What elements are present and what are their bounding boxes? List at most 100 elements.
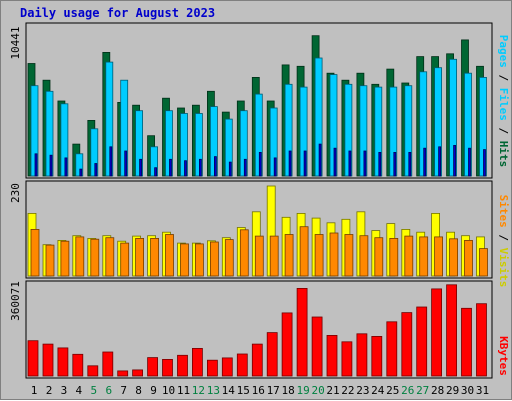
top-pages-bar-18 — [288, 150, 292, 177]
middle-legend: Sites / Visits — [497, 195, 510, 288]
mid-sites-bar-5 — [90, 238, 100, 277]
top-files-bar-31 — [479, 77, 487, 177]
mid-sites-bar-28 — [434, 236, 444, 277]
top-files-bar-19 — [299, 86, 308, 177]
bot-kbytes-bar-5 — [87, 365, 99, 377]
x-tick-label-22: 22 — [341, 384, 354, 397]
legend-sites: Sites — [497, 195, 510, 228]
top-pages-bar-4 — [79, 168, 83, 177]
x-tick-label-5: 5 — [90, 384, 97, 397]
middle-panel-bars — [27, 185, 488, 277]
top-files-bar-21 — [329, 74, 338, 177]
bot-kbytes-bar-21 — [326, 334, 338, 377]
mid-sites-bar-20 — [314, 234, 324, 277]
mid-sites-bar-9 — [150, 237, 160, 277]
x-tick-label-20: 20 — [311, 384, 324, 397]
bot-kbytes-bar-29 — [446, 284, 458, 377]
x-tick-label-30: 30 — [461, 384, 474, 397]
bottom-y-tick: 360071 — [9, 281, 22, 321]
top-files-bar-12 — [194, 113, 203, 177]
top-pages-bar-13 — [213, 156, 217, 177]
legend-hits: Hits — [497, 141, 510, 168]
chart-title: Daily usage for August 2023 — [20, 6, 215, 20]
top-files-bar-27 — [419, 71, 428, 177]
top-pages-bar-17 — [273, 157, 277, 177]
x-tick-label-27: 27 — [416, 384, 429, 397]
top-files-bar-10 — [165, 110, 173, 177]
top-files-bar-22 — [344, 83, 353, 177]
top-files-bar-7 — [120, 79, 129, 177]
bot-kbytes-bar-16 — [251, 343, 263, 377]
top-panel-bars — [27, 35, 487, 177]
mid-sites-bar-30 — [464, 239, 473, 277]
top-pages-bar-31 — [483, 149, 486, 177]
top-pages-bar-7 — [124, 150, 128, 177]
top-pages-bar-9 — [154, 167, 158, 177]
mid-sites-bar-2 — [45, 244, 55, 277]
top-files-bar-29 — [449, 58, 458, 177]
bot-kbytes-bar-31 — [476, 303, 487, 377]
mid-sites-bar-10 — [165, 234, 174, 277]
top-pages-bar-25 — [393, 151, 397, 177]
mid-sites-bar-23 — [359, 235, 369, 277]
mid-sites-bar-12 — [194, 243, 204, 277]
x-tick-label-11: 11 — [177, 384, 190, 397]
mid-sites-bar-27 — [419, 236, 429, 277]
bottom-legend: KBytes — [497, 336, 510, 376]
middle-y-tick: 230 — [9, 183, 22, 203]
bot-kbytes-bar-7 — [117, 370, 129, 377]
x-tick-label-13: 13 — [207, 384, 220, 397]
mid-sites-bar-25 — [389, 237, 399, 277]
top-pages-bar-22 — [348, 150, 352, 177]
top-files-bar-20 — [314, 57, 323, 177]
x-tick-label-26: 26 — [401, 384, 414, 397]
top-files-bar-4 — [75, 153, 84, 177]
x-tick-label-29: 29 — [446, 384, 459, 397]
top-pages-bar-29 — [453, 144, 457, 177]
x-tick-label-17: 17 — [267, 384, 280, 397]
top-pages-bar-26 — [408, 151, 412, 177]
x-tick-label-9: 9 — [150, 384, 157, 397]
svg-text:Sites / Visits: Sites / Visits — [497, 195, 510, 288]
x-tick-label-23: 23 — [356, 384, 369, 397]
mid-sites-bar-18 — [284, 234, 294, 277]
x-tick-label-24: 24 — [371, 384, 385, 397]
bot-kbytes-bar-28 — [431, 288, 443, 377]
top-pages-bar-30 — [468, 147, 471, 177]
top-files-bar-11 — [180, 113, 188, 177]
mid-sites-bar-24 — [374, 237, 384, 277]
x-tick-label-7: 7 — [120, 384, 127, 397]
top-files-bar-1 — [30, 85, 39, 177]
mid-sites-bar-11 — [180, 243, 189, 277]
mid-sites-bar-19 — [299, 226, 309, 277]
top-files-bar-17 — [269, 107, 278, 177]
legend-kbytes: KBytes — [497, 336, 510, 376]
bot-kbytes-bar-4 — [72, 353, 84, 377]
top-files-bar-3 — [60, 103, 69, 177]
top-files-bar-13 — [209, 106, 218, 177]
top-files-bar-23 — [359, 85, 368, 177]
bot-kbytes-bar-13 — [206, 359, 218, 377]
bot-kbytes-bar-24 — [371, 335, 383, 377]
x-tick-label-28: 28 — [431, 384, 444, 397]
mid-sites-bar-6 — [105, 237, 115, 277]
x-tick-label-25: 25 — [386, 384, 399, 397]
bot-kbytes-bar-25 — [386, 321, 398, 377]
x-tick-label-31: 31 — [476, 384, 489, 397]
top-pages-bar-5 — [94, 163, 98, 177]
bot-kbytes-bar-9 — [147, 357, 159, 377]
top-files-bar-5 — [90, 128, 99, 177]
bot-kbytes-bar-15 — [236, 353, 248, 377]
top-files-bar-6 — [105, 61, 114, 177]
mid-sites-bar-29 — [449, 238, 459, 277]
bot-kbytes-bar-20 — [311, 316, 323, 377]
top-files-bar-9 — [150, 146, 159, 177]
bot-kbytes-bar-27 — [416, 306, 428, 377]
top-pages-bar-10 — [169, 158, 172, 177]
mid-sites-bar-3 — [60, 240, 70, 277]
mid-sites-bar-13 — [209, 241, 219, 277]
x-tick-label-19: 19 — [296, 384, 309, 397]
bot-kbytes-bar-12 — [191, 347, 203, 377]
mid-sites-bar-15 — [239, 229, 249, 277]
